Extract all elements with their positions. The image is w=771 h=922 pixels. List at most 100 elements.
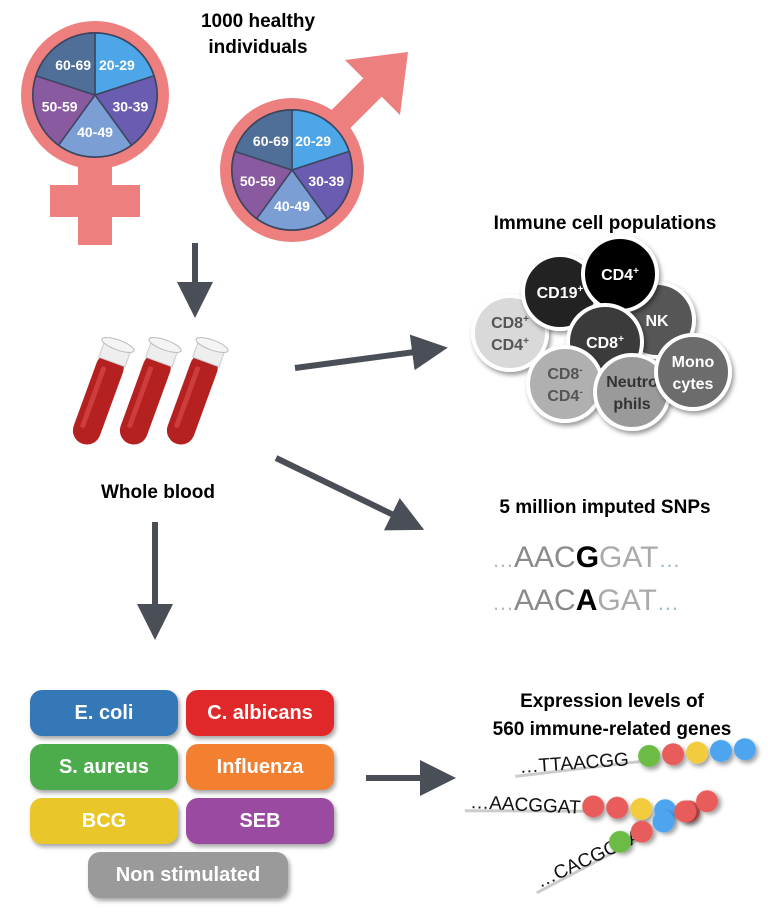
expression-row: …TTAACGG	[515, 738, 756, 778]
snp-ellipsis: …	[658, 547, 680, 572]
cross-horizontal	[50, 185, 140, 217]
cell-mono-cytes: Mono cytes	[654, 333, 732, 411]
expression-dot	[582, 795, 605, 818]
age-label: 60-69	[55, 57, 91, 73]
pie-slice	[233, 109, 293, 172]
cell-label-sup: +	[633, 266, 639, 277]
cell-label-text: CD8	[547, 366, 579, 383]
snp-ellipsis: …	[492, 590, 514, 615]
cell-label-text: NK	[645, 313, 669, 330]
cell-label: CD4+	[601, 266, 639, 284]
cell-cd19: CD19+	[521, 253, 599, 331]
snp-allele: A	[576, 584, 598, 617]
arrow-head	[345, 52, 408, 115]
female-symbol: 20-29 30-39 40-49 50-59 60-69	[21, 21, 169, 245]
snps-title: 5 million imputed SNPs	[499, 497, 710, 518]
snp-sequences: …AACGGAT……AACAGAT…	[492, 541, 680, 617]
cell-label-text: CD8	[586, 335, 618, 352]
cell-label-text: Neutro	[606, 374, 658, 391]
snp-allele: G	[576, 541, 599, 574]
snp-row: …AACGGAT…	[492, 541, 680, 574]
title-line-1: 1000 healthy	[201, 11, 315, 32]
age-label: 30-39	[112, 98, 148, 114]
cell-label-text: Mono	[672, 354, 715, 371]
expression-title-1: Expression levels of	[520, 691, 704, 712]
expression-dot	[638, 744, 661, 767]
snp-suffix: GAT	[597, 584, 656, 617]
expression-dot	[709, 739, 732, 762]
snp-prefix: AAC	[514, 541, 576, 574]
age-label: 60-69	[253, 133, 289, 149]
stimulus-bcg: BCG	[30, 798, 178, 844]
snp-ellipsis: …	[657, 590, 679, 615]
stimulus-non-stimulated: Non stimulated	[88, 852, 288, 898]
stimulus-s-aureus: S. aureus	[30, 744, 178, 790]
cell-label-text: CD19	[537, 285, 578, 302]
age-label: 50-59	[42, 98, 78, 114]
cell-label-sup: +	[523, 336, 529, 347]
blood-tube	[166, 337, 229, 445]
tube-shine	[174, 366, 201, 428]
snp-suffix: GAT	[599, 541, 658, 574]
cell-label: CD8-	[547, 365, 582, 383]
expression-dot	[662, 743, 685, 766]
cell-label: phils	[613, 396, 650, 413]
cell-cd8-cd4: CD8-CD4-	[526, 345, 604, 423]
age-label: 20-29	[99, 57, 135, 73]
cell-label: CD4-	[547, 387, 582, 405]
expression-dot	[686, 741, 709, 764]
tube-shine	[80, 366, 107, 428]
expression-dot	[733, 738, 756, 761]
cell-label: cytes	[673, 376, 714, 393]
pie-slice	[231, 150, 294, 220]
expression-dot	[608, 830, 631, 853]
cell-label-sup: -	[579, 365, 582, 376]
expression-dot	[630, 820, 653, 843]
expression-dot	[606, 796, 629, 819]
cell-label-text: cytes	[673, 376, 714, 393]
sequence-strand	[515, 760, 640, 778]
cell-label: NK	[645, 313, 669, 330]
pie-slice	[291, 109, 351, 172]
cell-circle	[654, 333, 732, 411]
stimulus-seb: SEB	[186, 798, 334, 844]
cell-label: CD8+	[491, 314, 529, 332]
pie-slice	[32, 74, 97, 147]
sequence-text: …TTAACGG	[519, 749, 630, 778]
cell-label-text: CD4	[547, 388, 579, 405]
arrow-to-cells	[294, 334, 448, 371]
male-symbol: 20-29 30-39 40-49 50-59 60-69	[220, 52, 408, 242]
cell-label: CD8+	[586, 334, 624, 352]
stimulus-c-albicans: C. albicans	[186, 690, 334, 736]
pie-slice	[94, 32, 155, 97]
cell-label-sup: +	[578, 284, 584, 295]
sequence-strand	[464, 809, 590, 813]
expression-dot	[630, 797, 653, 820]
cell-label: CD19+	[537, 284, 584, 302]
sequence-text: …AACGGAT	[470, 792, 582, 819]
tube-rim	[148, 337, 182, 353]
cell-label-text: CD8	[491, 315, 523, 332]
cell-label: Mono	[672, 354, 715, 371]
stimulus-influenza: Influenza	[186, 744, 334, 790]
tube-shine	[127, 366, 154, 428]
expression-dot	[652, 810, 675, 833]
pie-slice	[255, 168, 329, 231]
arrow-to-snps	[274, 455, 425, 531]
immune-cells: CD8+CD4+CD19+NKCD4+CD8+CD8-CD4-Neutrophi…	[471, 235, 732, 431]
expression-sequences: …TTAACGG…AACGGAT…CACGCAA	[464, 738, 756, 895]
cell-label: CD4+	[491, 336, 529, 354]
age-label: 30-39	[308, 173, 344, 189]
cell-label-sup: +	[618, 334, 624, 345]
snp-ellipsis: …	[492, 547, 514, 572]
pie-slice	[290, 150, 353, 220]
age-label: 40-49	[77, 124, 113, 140]
arrows	[137, 243, 456, 796]
expression-title-2: 560 immune-related genes	[493, 719, 732, 740]
pie-slice	[93, 74, 158, 147]
cell-label-text: CD4	[491, 337, 523, 354]
snp-prefix: AAC	[514, 584, 576, 617]
cell-label-text: phils	[613, 396, 650, 413]
expression-dot	[696, 790, 719, 813]
